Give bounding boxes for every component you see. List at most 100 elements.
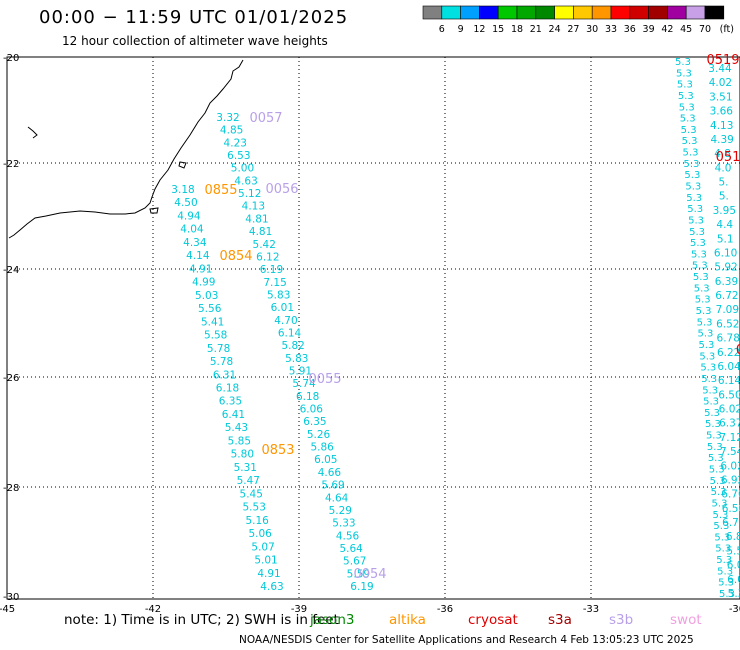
track-mark-dense: 5.3	[686, 193, 702, 204]
track-value-left: 4.70	[274, 315, 297, 327]
track-value-right: 6.10	[714, 247, 737, 259]
track-value-right: 3.51	[709, 91, 732, 103]
satellite-label-s3a: s3a	[548, 612, 572, 628]
track-mark-dense: 5.3	[679, 102, 695, 113]
track-value-middle: 5.43	[225, 422, 248, 434]
lon-tick-label: -36	[437, 604, 453, 615]
track-mark-dense: 5.3	[712, 498, 728, 509]
lon-tick-label: -42	[145, 604, 161, 615]
track-value-left: 5.42	[253, 239, 276, 251]
track-mark-dense: 5.3	[701, 374, 717, 385]
track-value-middle: 5.07	[251, 541, 274, 553]
track-value-right: 4.8	[714, 148, 731, 160]
track-mark-dense: 5.3	[696, 306, 712, 317]
track-value-right: 6.76	[721, 489, 740, 501]
track-value-left: 6.19	[350, 581, 373, 593]
track-value-middle: 5.41	[201, 316, 224, 328]
track-value-left: 5.29	[329, 505, 352, 517]
legend-label: 36	[624, 24, 636, 35]
track-mark-dense: 5.3	[716, 555, 732, 566]
track-value-right: 6.78	[717, 333, 740, 345]
track-value-middle: 5.53	[243, 502, 266, 514]
lat-tick-label: -20	[3, 53, 19, 64]
track-value-right: 6.22	[717, 347, 740, 359]
track-value-left: 4.66	[318, 467, 342, 479]
pass-label: 0055	[308, 372, 341, 387]
track-value-middle: 5.01	[254, 555, 277, 567]
track-value-left: 4.23	[224, 137, 247, 149]
track-value-right: 4.4	[716, 219, 733, 231]
track-value-left: 4.81	[245, 213, 268, 225]
track-value-middle: 4.91	[189, 263, 212, 275]
track-value-left: 4.81	[249, 226, 272, 238]
track-mark-dense: 5.3	[705, 419, 721, 430]
track-value-right: 5.1	[717, 233, 734, 245]
track-mark-dense: 5.3	[680, 114, 696, 125]
lon-tick-label: -45	[0, 604, 15, 615]
track-value-left: 6.53	[227, 150, 250, 162]
track-value-middle: 5.03	[195, 290, 218, 302]
legend-label: 42	[661, 24, 673, 35]
footer-note: note: 1) Time is in UTC; 2) SWH is in fe…	[64, 612, 702, 628]
legend-label: 15	[492, 24, 504, 35]
track-value-right: 6.14	[718, 375, 740, 387]
credit-line: NOAA/NESDIS Center for Satellite Applica…	[239, 634, 694, 646]
legend-label: 21	[530, 24, 542, 35]
track-value-middle: 5.58	[204, 330, 227, 342]
track-mark-dense: 5.3	[690, 238, 706, 249]
track-value-right: 3.66	[710, 106, 734, 118]
lat-tick-label: -28	[3, 483, 19, 494]
track-value-left: 6.12	[256, 251, 279, 263]
track-value-middle: 5.56	[198, 303, 222, 315]
pass-label: 0057	[249, 111, 282, 126]
lon-tick-label: -33	[583, 604, 599, 615]
track-value-right: 6.37	[719, 418, 740, 430]
track-value-middle: 6.18	[216, 383, 239, 395]
track-value-left: 5.33	[332, 518, 355, 530]
track-mark-dense: 5.3	[688, 215, 704, 226]
island-outline	[27, 126, 38, 139]
track-value-middle: 4.50	[174, 197, 197, 209]
track-value-left: 7.15	[263, 277, 286, 289]
track-value-left: 6.14	[278, 327, 302, 339]
track-value-middle: 5.85	[228, 435, 251, 447]
map-title: 00:00 − 11:59 UTC 01/01/2025	[39, 7, 349, 28]
legend-label: 39	[643, 24, 655, 35]
coastline	[8, 59, 244, 239]
track-value-right: 6.0	[727, 574, 740, 586]
track-value-right: 6.71	[722, 517, 740, 529]
track-value-left: 6.35	[303, 416, 326, 428]
track-value-right: 6.52	[716, 318, 739, 330]
track-value-middle: 6.31	[213, 369, 236, 381]
track-mark-dense: 5.3	[712, 510, 728, 521]
lat-tick-label: -22	[3, 159, 19, 170]
pass-label: 0855	[204, 183, 237, 198]
satellite-label-altika: altika	[389, 612, 426, 628]
legend-label: 9	[458, 24, 464, 35]
legend-swatch	[704, 5, 725, 20]
pass-label: 0054	[353, 567, 386, 582]
legend-label: 45	[680, 24, 692, 35]
track-value-left: 5.83	[285, 353, 308, 365]
track-mark-dense: 5.3	[708, 453, 724, 464]
track-value-left: 4.64	[325, 492, 349, 504]
track-mark-dense: 5.3	[710, 476, 726, 487]
track-mark-dense: 5.3	[676, 68, 692, 79]
track-mark-dense: 5.3	[691, 249, 707, 260]
track-mark-dense: 5.3	[718, 578, 734, 589]
map-subtitle: 12 hour collection of altimeter wave hei…	[62, 34, 328, 48]
island-outline	[178, 161, 187, 169]
track-value-middle: 3.18	[171, 184, 194, 196]
color-legend: 6 9 12 15 18 21 24 27 30 33 36 39 42 45 70 (ft)	[422, 5, 734, 35]
legend-label: 12	[473, 24, 485, 35]
island-outline	[149, 207, 159, 214]
track-mark-dense: 5.3	[681, 125, 697, 136]
track-value-left: 5.59	[347, 568, 370, 580]
track-mark-dense: 5.3	[706, 431, 722, 442]
lat-tick-label: -24	[3, 265, 19, 276]
track-value-left: 6.05	[314, 454, 337, 466]
track-value-left: 5.26	[307, 429, 331, 441]
pass-label-partial: 0	[736, 343, 740, 358]
track-value-left: 5.91	[289, 366, 312, 378]
track-value-middle: 4.91	[257, 568, 280, 580]
